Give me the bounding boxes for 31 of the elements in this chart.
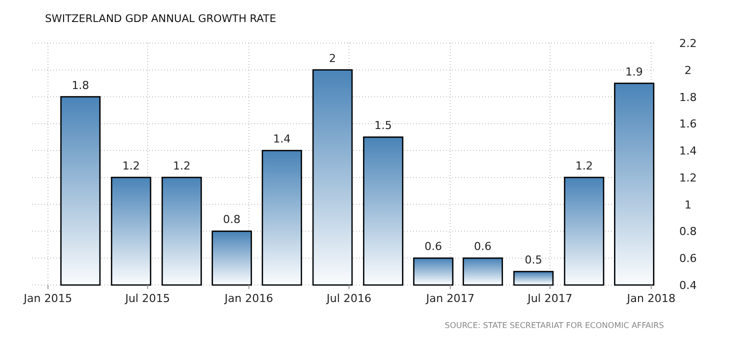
data-label: 0.5 xyxy=(524,254,542,267)
y-tick-label: 1.8 xyxy=(679,90,697,104)
x-tick-label: Jan 2018 xyxy=(626,292,676,305)
y-tick-label: 1.6 xyxy=(679,118,697,131)
y-tick-label: 2.2 xyxy=(679,37,697,50)
data-label: 1.2 xyxy=(122,159,140,172)
y-tick-label: 1.2 xyxy=(679,171,697,184)
data-label: 0.6 xyxy=(474,240,492,254)
x-tick-label: Jan 2015 xyxy=(22,292,72,305)
data-label: 1.4 xyxy=(273,132,291,146)
data-label: 1.2 xyxy=(172,159,190,172)
data-label: 1.2 xyxy=(575,159,593,172)
y-tick-label: 0.6 xyxy=(679,252,697,266)
data-label: 1.8 xyxy=(72,78,90,92)
data-label: 1.9 xyxy=(625,65,643,78)
x-tick-label: Jul 2017 xyxy=(526,292,572,305)
x-tick-label: Jul 2016 xyxy=(326,292,372,305)
y-tick-label: 0.8 xyxy=(679,225,697,238)
y-tick-label: 0.4 xyxy=(679,279,697,292)
chart-title: SWITZERLAND GDP ANNUAL GROWTH RATE xyxy=(45,13,276,25)
source-note: SOURCE: STATE SECRETARIAT FOR ECONOMIC AFFAIRS xyxy=(444,321,664,330)
data-label: 2 xyxy=(329,52,336,65)
x-tick-label: Jul 2015 xyxy=(124,292,170,305)
data-label: 0.6 xyxy=(424,240,442,254)
data-label: 1.5 xyxy=(374,119,392,132)
y-tick-label: 1 xyxy=(684,198,692,212)
y-tick-label: 2 xyxy=(684,64,692,77)
data-label: 0.8 xyxy=(223,213,241,226)
x-tick-label: Jan 2016 xyxy=(224,292,274,305)
x-tick-label: Jan 2017 xyxy=(425,292,475,305)
y-tick-label: 1.4 xyxy=(679,144,697,158)
